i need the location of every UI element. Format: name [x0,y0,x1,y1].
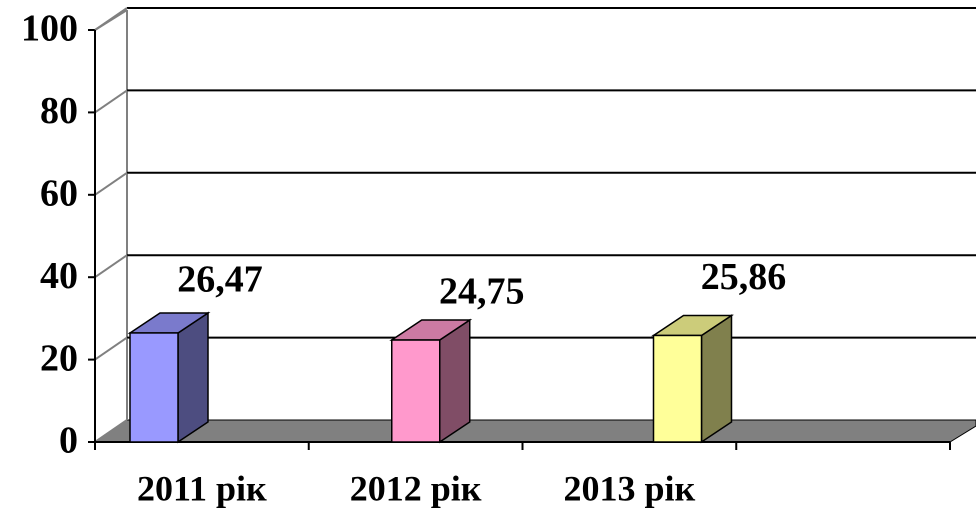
y-tick-label: 60 [40,173,78,215]
x-tick-label: 2011 рік [137,468,267,508]
grid-line-side [94,7,128,31]
bar [129,332,179,443]
value-label: 26,47 [177,259,263,301]
grid-line-side [94,171,128,196]
wall-bottom-edge [94,419,128,443]
bar [652,334,703,443]
value-label: 25,86 [701,256,787,298]
bar-side [439,318,471,444]
bar [391,339,441,443]
grid-line-side [94,336,128,361]
grid-line-side [94,89,128,114]
y-tick-label: 80 [40,90,78,132]
grid-line-side [94,254,128,279]
y-tick-label: 100 [21,8,78,50]
floor [93,419,976,443]
y-tick-label: 20 [40,337,78,379]
bar-side [177,311,209,444]
x-tick-label: 2013 рік [563,468,695,508]
y-tick-label: 40 [40,255,78,297]
x-tick-label: 2012 рік [350,468,482,508]
y-tick-label: 0 [59,420,78,462]
value-label: 24,75 [439,271,525,313]
bar-side [700,314,733,444]
